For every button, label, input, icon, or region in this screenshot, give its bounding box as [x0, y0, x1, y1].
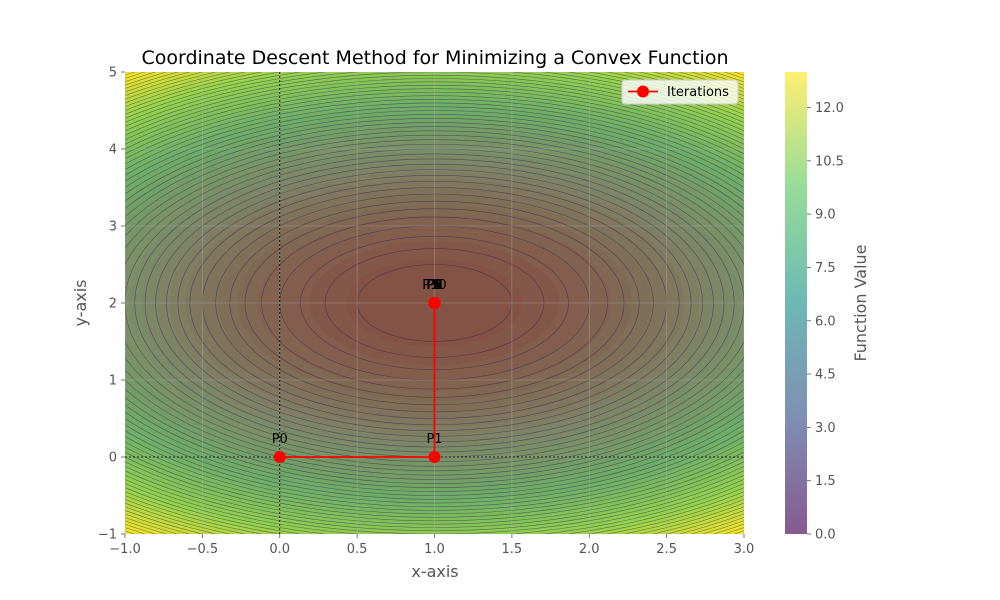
colorbar-tick-label: 10.5 — [815, 154, 844, 169]
x-tick-label: 1.5 — [502, 542, 523, 557]
x-axis-label: x-axis — [411, 562, 458, 581]
x-tick-label: −1.0 — [109, 542, 141, 557]
y-tick-label: 3 — [109, 220, 117, 235]
point-label: P1 — [426, 432, 442, 447]
y-tick-label: 5 — [109, 66, 117, 81]
x-tick-label: 1.0 — [424, 542, 445, 557]
colorbar-label: Function Value — [851, 244, 870, 361]
legend-box — [621, 79, 739, 105]
point-label: P0 — [272, 432, 288, 447]
x-tick-label: −0.5 — [187, 542, 219, 557]
point-label: P9 — [426, 278, 442, 293]
point-label: P10 — [422, 278, 446, 293]
y-axis-ticks: −1 0 1 2 3 4 5 — [98, 66, 125, 543]
colorbar-tick-label: 3.0 — [815, 421, 836, 436]
y-tick-label: 0 — [109, 451, 117, 466]
point-label: P6 — [426, 278, 442, 293]
colorbar-tick-label: 0.0 — [815, 528, 836, 543]
legend-label: Iterations — [667, 85, 729, 100]
y-tick-label: 4 — [109, 143, 117, 158]
colorbar: 0.0 1.5 3.0 4.5 6.0 7.5 9.0 10.5 12.0 Function V… — [785, 72, 870, 543]
x-tick-label: 2.5 — [656, 542, 677, 557]
x-tick-label: 2.0 — [579, 542, 600, 557]
iteration-marker — [273, 451, 286, 463]
colorbar-tick-label: 6.0 — [815, 314, 836, 329]
y-axis-label: y-axis — [71, 279, 90, 326]
point-label: P4 — [426, 278, 442, 293]
colorbar-tick-label: 9.0 — [815, 208, 836, 223]
colorbar-tick-label: 4.5 — [815, 368, 836, 383]
point-label: P7 — [426, 278, 442, 293]
x-tick-label: 3.0 — [734, 542, 755, 557]
colorbar-tick-label: 1.5 — [815, 474, 836, 489]
y-tick-label: −1 — [98, 528, 117, 543]
point-label: P3 — [426, 278, 442, 293]
iteration-path — [273, 297, 441, 463]
point-label: P8 — [426, 278, 442, 293]
y-tick-label: 1 — [109, 374, 117, 389]
colorbar-ticks: 0.0 1.5 3.0 4.5 6.0 7.5 9.0 10.5 12.0 — [807, 101, 844, 543]
chart-title: Coordinate Descent Method for Minimizing… — [141, 47, 728, 69]
legend-marker-swatch — [637, 85, 649, 98]
y-tick-label: 2 — [109, 297, 117, 312]
iteration-marker — [428, 451, 441, 463]
point-label: P5 — [426, 278, 442, 293]
legend: Iterations — [621, 79, 739, 105]
x-tick-label: 0.5 — [347, 542, 368, 557]
colorbar-tick-label: 7.5 — [815, 261, 836, 276]
plot-area — [125, 72, 744, 534]
x-tick-label: 0.0 — [269, 542, 290, 557]
colorbar-gradient — [785, 72, 807, 534]
x-axis-ticks: −1.0 −0.5 0.0 0.5 1.0 1.5 2.0 2.5 3.0 — [109, 534, 754, 557]
colorbar-tick-label: 12.0 — [815, 101, 844, 116]
iteration-marker — [428, 297, 441, 309]
point-label: P2 — [426, 278, 442, 293]
